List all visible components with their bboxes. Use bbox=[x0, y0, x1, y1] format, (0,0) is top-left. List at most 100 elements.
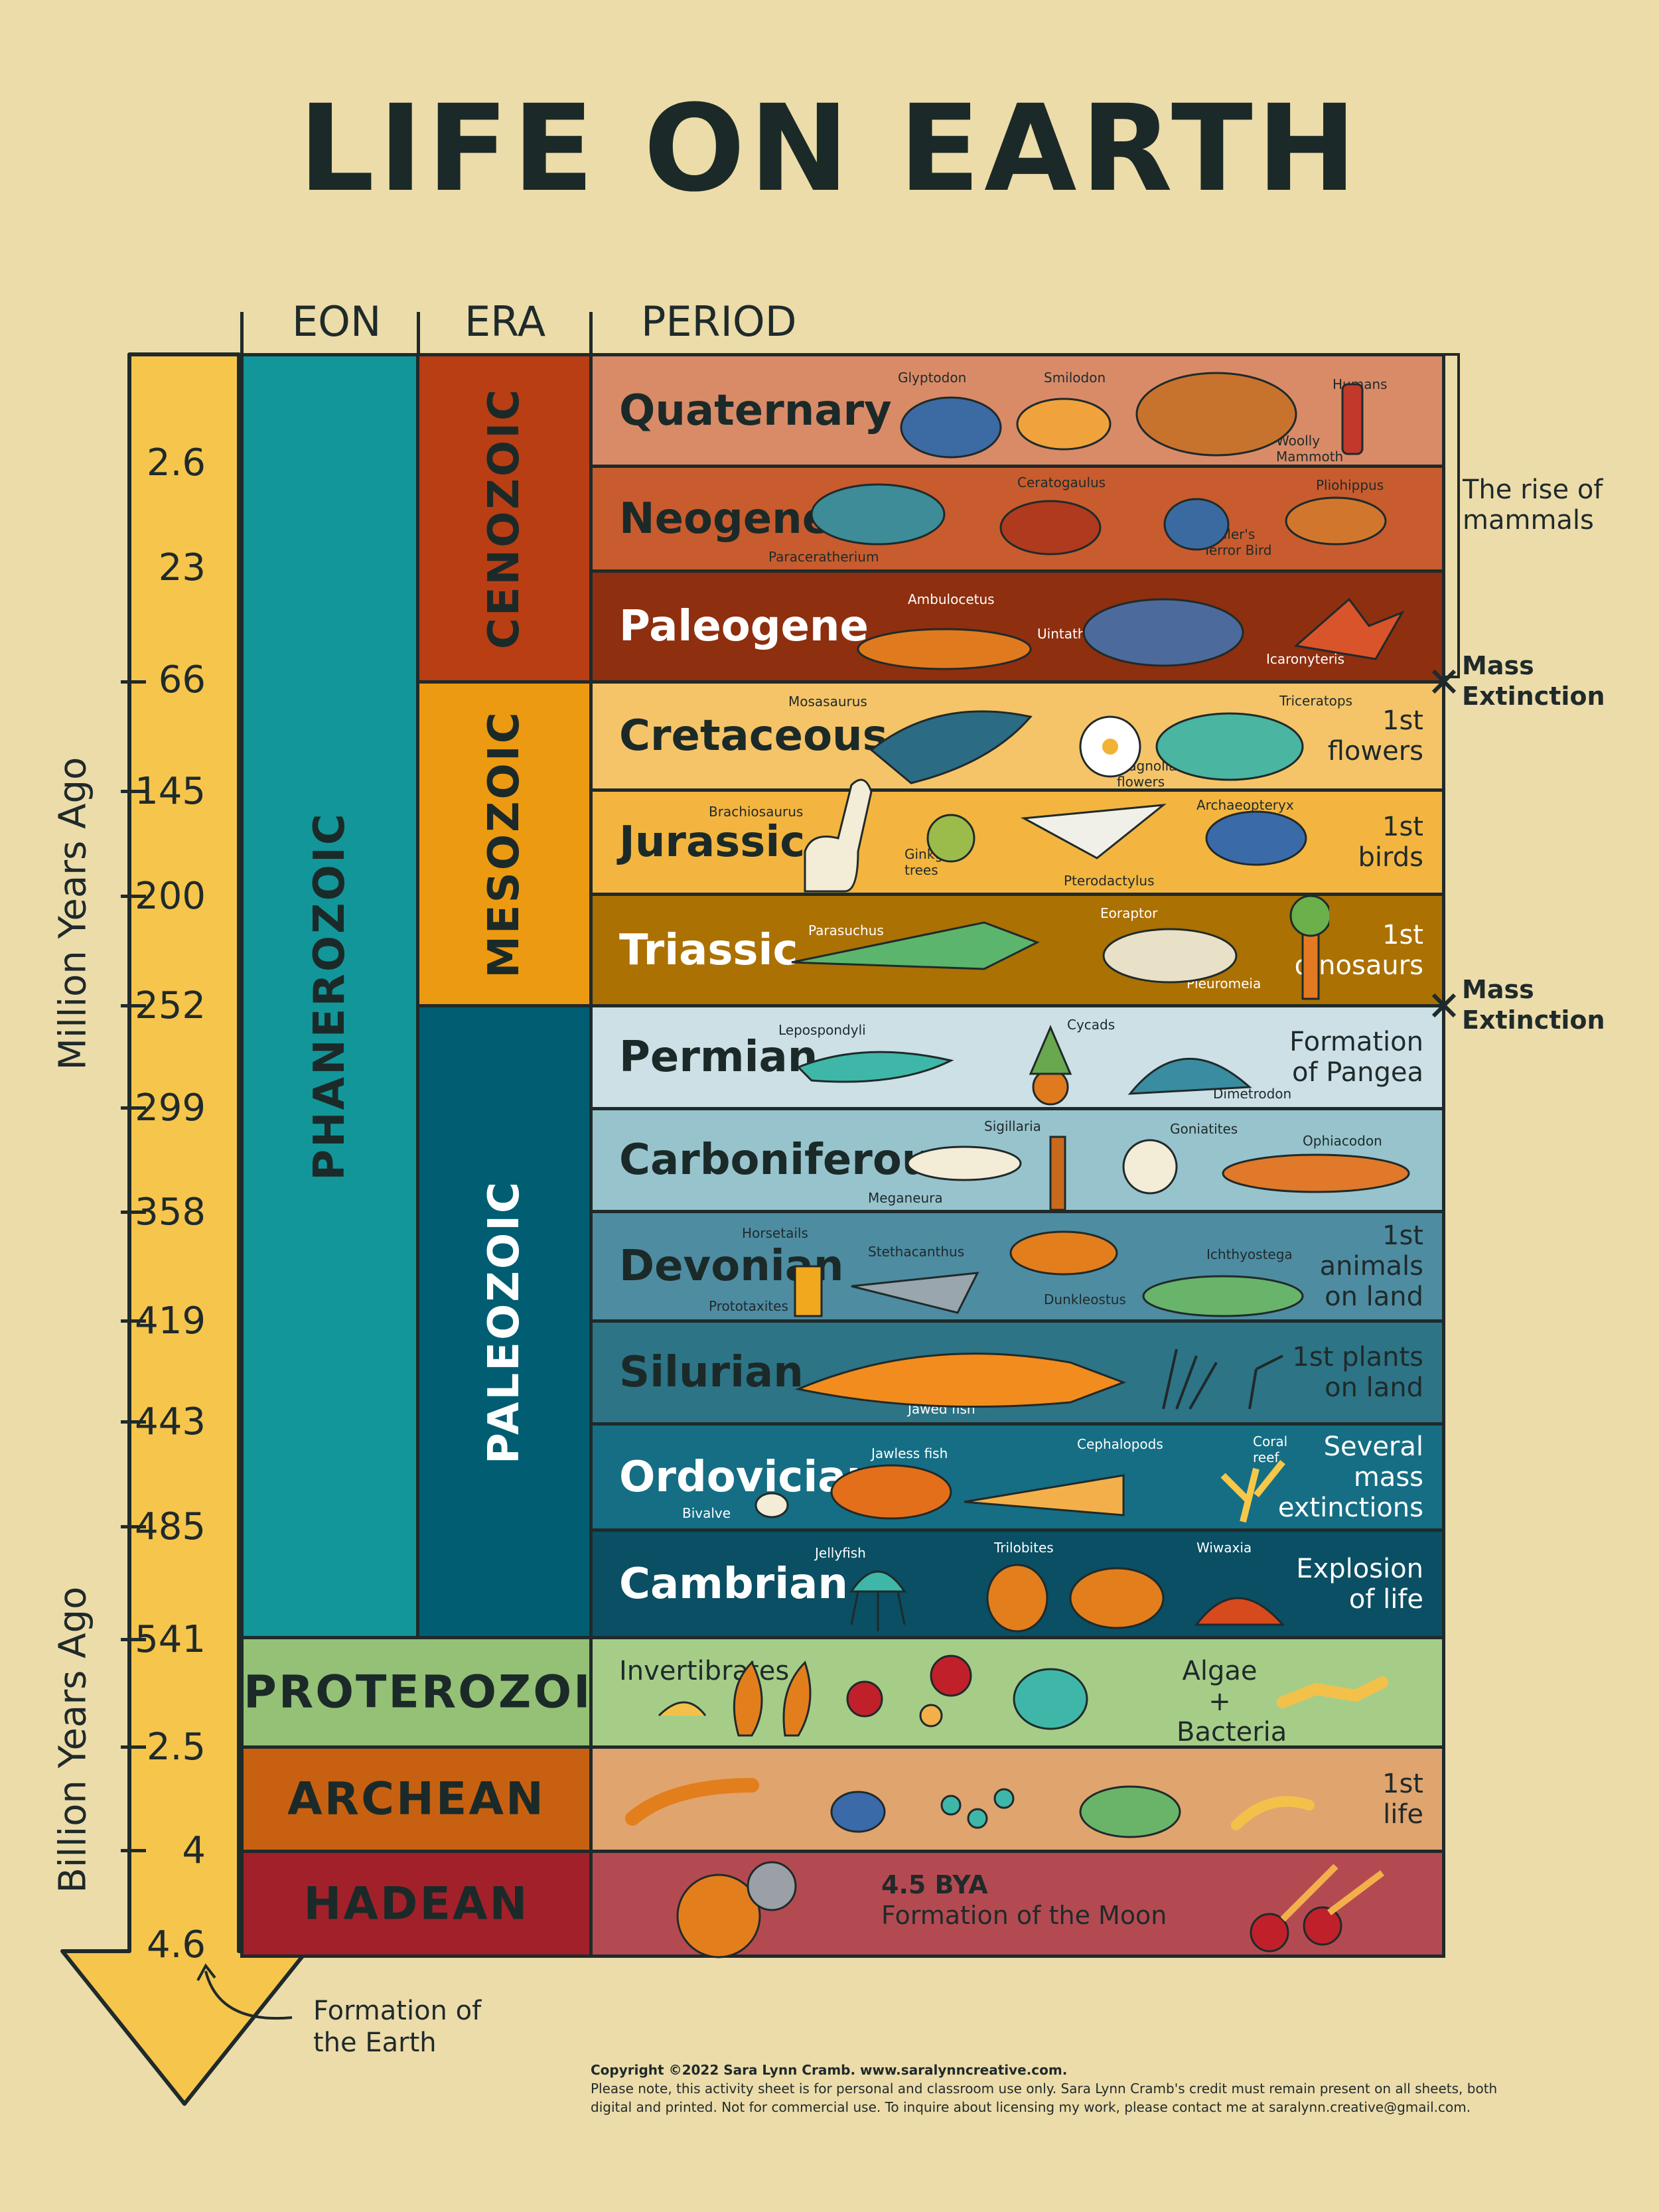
caption: Coral reef bbox=[1253, 1434, 1288, 1465]
period-cretaceous: Cretaceous 1st flowers Mosasaurus Magnol… bbox=[589, 680, 1445, 792]
eon-proterozoic: PROTEROZOIC bbox=[240, 1636, 625, 1749]
caption: Jellyfish bbox=[815, 1545, 866, 1561]
period-note: Formation of Pangea bbox=[1289, 1027, 1423, 1088]
caption: Icaronyteris bbox=[1266, 651, 1345, 667]
period-paleogene: Paleogene Ambulocetus Uintatherium Icaro… bbox=[589, 569, 1445, 684]
era-mesozoic-label: MESOZOIC bbox=[480, 709, 529, 978]
period-note: 1st animals on land bbox=[1319, 1220, 1423, 1312]
tick-mark bbox=[121, 680, 146, 684]
archean-note: 1st life bbox=[1382, 1769, 1423, 1830]
caption: Smilodon bbox=[1044, 370, 1106, 386]
caption: Ophiacodon bbox=[1303, 1133, 1382, 1149]
caption: Stethacanthus bbox=[868, 1244, 965, 1260]
tick-label: 4 bbox=[182, 1829, 206, 1872]
caption: Mosasaurus bbox=[788, 694, 867, 709]
period-ordovician: Ordovician Several mass extinctions Biva… bbox=[589, 1422, 1445, 1532]
period-quaternary: Quaternary Glyptodon Smilodon Woolly Mam… bbox=[589, 353, 1445, 468]
caption: Ceratogaulus bbox=[1017, 475, 1106, 490]
tick-label: 358 bbox=[135, 1191, 206, 1234]
mass-extinction-note-1: Mass Extinction bbox=[1462, 651, 1605, 711]
caption: Pliohippus bbox=[1316, 477, 1384, 493]
quaternary-fauna-illustration bbox=[900, 372, 1364, 459]
caption: Horsetails bbox=[742, 1225, 808, 1241]
period-name: Paleogene bbox=[619, 602, 869, 651]
tick-mark bbox=[121, 1319, 146, 1323]
caption: Woolly Mammoth bbox=[1276, 433, 1344, 465]
caption: Trilobites bbox=[994, 1540, 1054, 1556]
usage-note: Please note, this activity sheet is for … bbox=[591, 2081, 1498, 2115]
copyright-line: Copyright ©2022 Sara Lynn Cramb. www.sar… bbox=[591, 2062, 1068, 2078]
tick-label: 145 bbox=[135, 770, 206, 813]
period-name: Triassic bbox=[619, 925, 798, 975]
caption: Paraceratherium bbox=[768, 549, 879, 565]
carboniferous-fauna-illustration bbox=[906, 1136, 1410, 1211]
eon-phanerozoic: PHANEROZOIC bbox=[240, 353, 419, 1639]
tick-label: 23 bbox=[158, 546, 206, 589]
caption: Dunkleostus bbox=[1044, 1291, 1126, 1307]
proterozoic-invertebrates-label: Invertibrates bbox=[619, 1656, 790, 1686]
tick-label: 419 bbox=[135, 1299, 206, 1343]
era-column-header: ERA bbox=[465, 297, 546, 346]
caption: Parasuchus bbox=[808, 922, 884, 938]
triassic-fauna-illustration bbox=[791, 895, 1329, 1000]
caption: Ambulocetus bbox=[908, 591, 995, 607]
period-cambrian: Cambrian Explosion of life Jellyfish Tri… bbox=[589, 1528, 1445, 1639]
caption: Jawless fish bbox=[871, 1445, 948, 1461]
tick-label: 66 bbox=[158, 658, 206, 701]
eon-archean: ARCHEAN bbox=[240, 1745, 593, 1853]
period-neogene: Neogene Paraceratherium Ceratogaulus Wal… bbox=[589, 465, 1445, 573]
caption: Cycads bbox=[1067, 1017, 1116, 1033]
tick-mark bbox=[121, 1211, 146, 1214]
silurian-fauna-illustration bbox=[794, 1349, 1283, 1410]
page-title: LIFE ON EARTH bbox=[298, 80, 1361, 218]
period-name: Cretaceous bbox=[619, 711, 888, 761]
caption: Meganeura bbox=[868, 1190, 943, 1206]
caption: Wiwaxia bbox=[1196, 1540, 1252, 1556]
period-note: 1st birds bbox=[1358, 812, 1423, 873]
tick-mark bbox=[121, 1106, 146, 1110]
period-carboniferous: Carboniferous Meganeura Sigillaria Gonia… bbox=[589, 1107, 1445, 1213]
paleogene-fauna-illustration bbox=[857, 597, 1405, 670]
tick-mark bbox=[121, 895, 146, 898]
hadean-illustration bbox=[676, 1861, 1384, 1958]
eon-hadean-label: HADEAN bbox=[303, 1878, 530, 1930]
period-name: Jurassic bbox=[619, 818, 806, 867]
billion-years-axis-label: Billion Years Ago bbox=[51, 1586, 95, 1893]
caption: Glyptodon bbox=[898, 370, 967, 386]
copyright-footer: Copyright ©2022 Sara Lynn Cramb. www.sar… bbox=[591, 2061, 1520, 2116]
caption: Cephalopods bbox=[1077, 1436, 1163, 1452]
tick-label: 2.6 bbox=[146, 441, 206, 484]
caption: Archaeopteryx bbox=[1196, 797, 1294, 813]
tick-mark bbox=[121, 1745, 146, 1749]
tick-label: 485 bbox=[135, 1505, 206, 1548]
tick-mark bbox=[121, 1004, 146, 1007]
header-divider bbox=[589, 312, 593, 354]
hadean-panel: 4.5 BYA Formation of the Moon bbox=[589, 1850, 1445, 1958]
period-note: 1st plants on land bbox=[1292, 1342, 1423, 1403]
earth-note-arrow bbox=[196, 1963, 293, 2020]
proterozoic-life-panel: Invertibrates Algae + Bacteria bbox=[589, 1636, 1445, 1749]
caption: Prototaxites bbox=[709, 1298, 788, 1314]
period-permian: Permian Formation of Pangea Lepospondyli… bbox=[589, 1004, 1445, 1110]
header-divider bbox=[240, 312, 244, 354]
formation-of-earth-note: Formation of the Earth bbox=[313, 1996, 482, 2058]
tick-mark bbox=[121, 1849, 146, 1852]
archean-life-panel: 1st life bbox=[589, 1745, 1445, 1853]
caption: Sigillaria bbox=[984, 1118, 1041, 1134]
era-paleozoic: PALEOZOIC bbox=[416, 1004, 593, 1639]
mass-extinction-marker bbox=[1431, 993, 1457, 1018]
tick-mark bbox=[121, 1420, 146, 1424]
era-cenozoic-label: CENOZOIC bbox=[480, 387, 529, 650]
tick-mark bbox=[121, 1525, 146, 1528]
caption: Goniatites bbox=[1170, 1121, 1238, 1137]
tick-label: 200 bbox=[135, 875, 206, 918]
caption: Ichthyostega bbox=[1206, 1246, 1293, 1262]
period-name: Cambrian bbox=[619, 1559, 848, 1609]
period-note: Several mass extinctions bbox=[1277, 1431, 1423, 1523]
period-triassic: Triassic 1st dinosaurs Parasuchus Eorapt… bbox=[589, 893, 1445, 1007]
jurassic-fauna-illustration bbox=[804, 778, 1307, 893]
era-mesozoic: MESOZOIC bbox=[416, 680, 593, 1007]
tick-mark bbox=[121, 790, 146, 793]
eon-column-header: EON bbox=[292, 297, 382, 346]
period-name: Permian bbox=[619, 1033, 818, 1082]
